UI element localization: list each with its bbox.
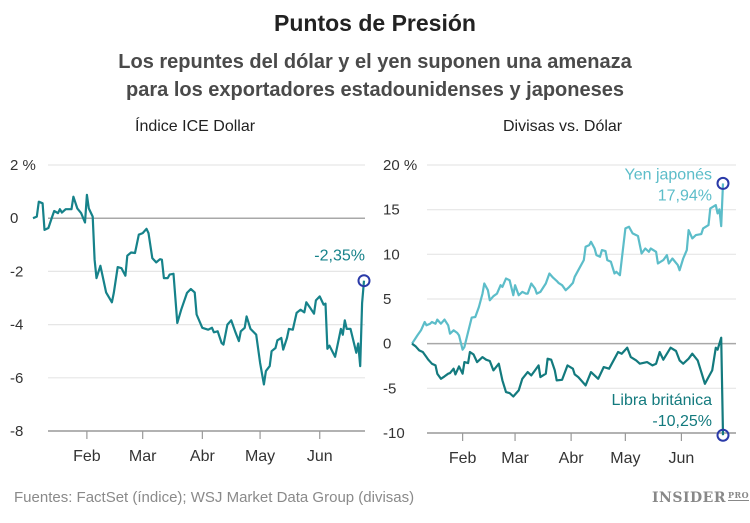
dollar-end-value-label: -2,35%: [314, 248, 365, 265]
x-tick-label: May: [610, 450, 640, 467]
insider-pro-logo: INSIDER PRO: [652, 490, 750, 506]
logo-text: INSIDER: [652, 490, 726, 506]
x-tick-label: Feb: [449, 450, 477, 467]
yen-series-line: [411, 183, 725, 351]
x-tick-label: Jun: [669, 450, 695, 467]
pound-end-value-label: -10,25%: [652, 413, 712, 430]
y-tick-label: 2 %: [10, 157, 36, 174]
left-chart-title: Índice ICE Dollar: [135, 118, 256, 135]
source-footer: Fuentes: FactSet (índice); WSJ Market Da…: [14, 489, 415, 506]
x-tick-label: Feb: [73, 448, 101, 465]
x-tick-label: Abr: [559, 450, 585, 467]
dollar-series-line: [32, 193, 366, 386]
yen-series-label: Yen japonés: [625, 166, 713, 183]
pound-end-marker: [716, 428, 730, 442]
y-tick-label: 0: [10, 210, 18, 227]
x-tick-label: Mar: [129, 448, 157, 465]
y-tick-label: -2: [10, 263, 23, 280]
y-tick-label: -10: [383, 425, 405, 442]
y-tick-label: -5: [383, 380, 396, 397]
dollar-end-marker: [357, 274, 371, 288]
chart-subtitle: Los repuntes del dólar y el yen suponen …: [118, 51, 632, 101]
x-tick-label: May: [245, 448, 275, 465]
right-chart-title: Divisas vs. Dólar: [503, 118, 623, 135]
chart-title: Puntos de Presión: [274, 10, 476, 36]
y-tick-label: 15: [383, 202, 400, 219]
pound-series-line: [411, 336, 725, 436]
y-tick-label: -6: [10, 370, 23, 387]
y-tick-label: 5: [383, 291, 391, 308]
logo-sup: PRO: [727, 490, 750, 501]
yen-end-value-label: 17,94%: [658, 187, 712, 204]
x-tick-label: Mar: [501, 450, 529, 467]
y-tick-label: -4: [10, 317, 23, 334]
y-tick-label: 0: [383, 336, 391, 353]
right-chart: 20 % 15 10 5 0 -5 -10 Feb Mar Abr May Jun Yen japoné…: [383, 157, 736, 467]
yen-end-marker: [716, 176, 730, 190]
y-tick-label: 20 %: [383, 157, 417, 174]
left-chart: 2 % 0 -2 -4 -6 -8 Feb Mar Abr May Jun -2,35%: [10, 157, 371, 465]
y-tick-label: 10: [383, 246, 400, 263]
x-tick-label: Jun: [307, 448, 333, 465]
pound-series-label: Libra británica: [612, 392, 713, 409]
x-tick-label: Abr: [190, 448, 216, 465]
y-tick-label: -8: [10, 423, 23, 440]
